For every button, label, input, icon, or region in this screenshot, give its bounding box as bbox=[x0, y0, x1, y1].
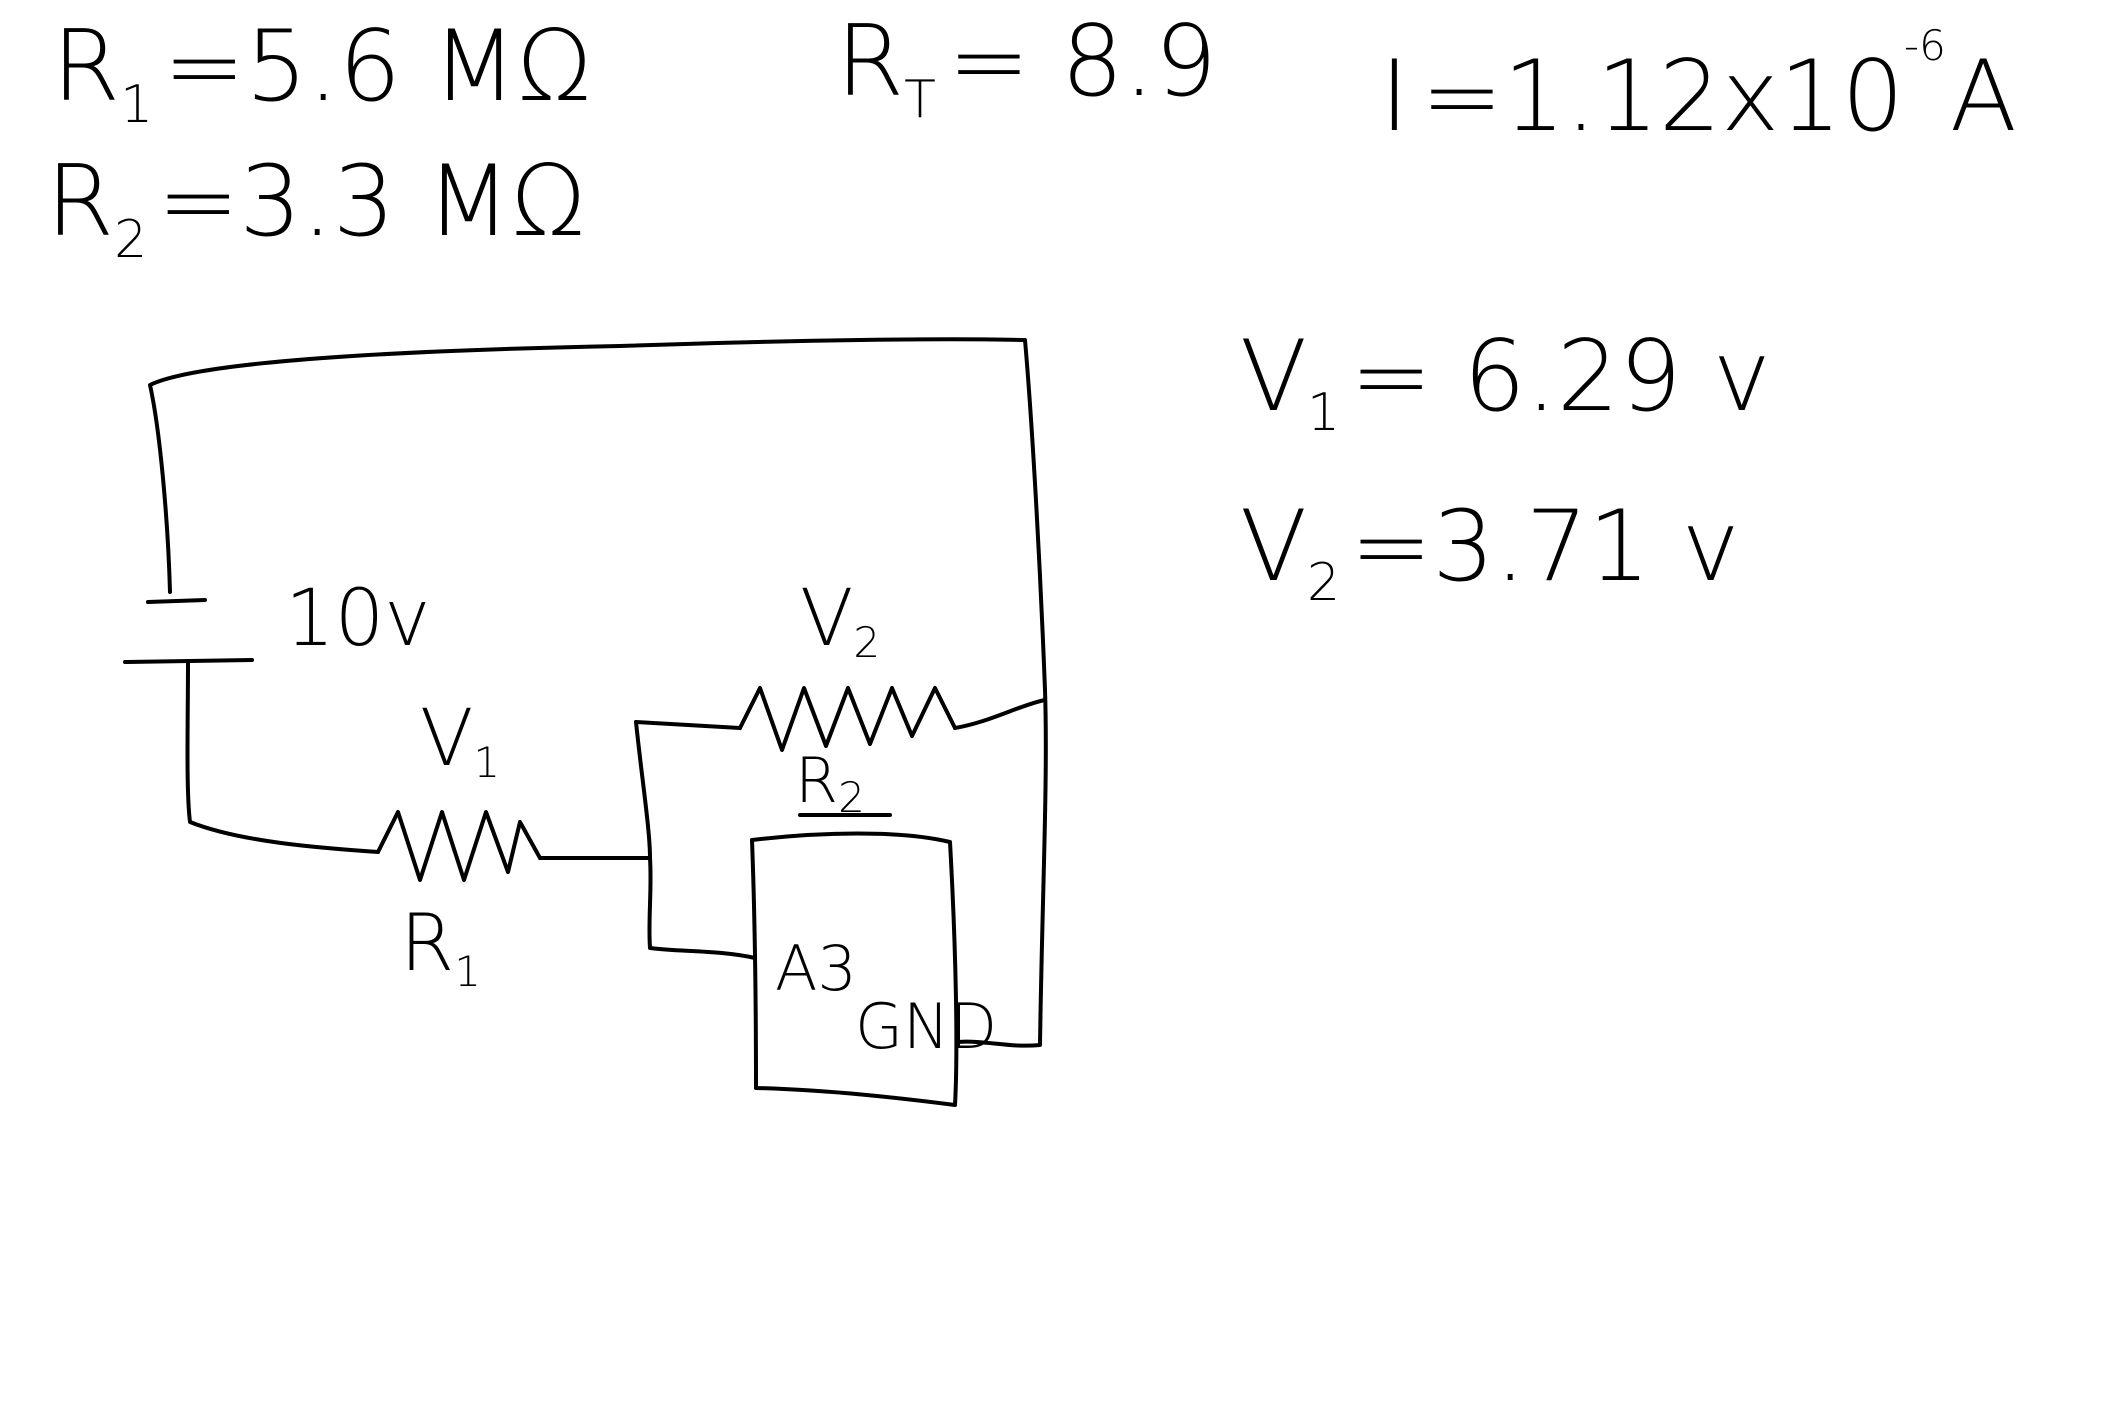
circuit-wiring bbox=[123, 337, 1048, 1048]
battery-positive-plate bbox=[146, 598, 207, 604]
svg-text:V2=3.71 v: V2 =3.71 v bbox=[1240, 490, 1740, 613]
r2-resistor bbox=[738, 686, 957, 752]
svg-text:V1: V1 bbox=[420, 694, 500, 787]
r2-value-label: R2 =3.3 MΩ bbox=[46, 145, 586, 270]
v2-result-label: V2 =3.71 v bbox=[1240, 490, 1740, 613]
r2-name-label: R2 bbox=[795, 744, 865, 822]
svg-text:V1= 6.29 v: V1 = 6.29 v bbox=[1240, 320, 1771, 443]
r1-value-label: R1 =5.6 MΩ bbox=[52, 10, 592, 135]
device-box bbox=[750, 831, 959, 1107]
svg-text:I=1.12x10-6A: I =1.12x10-6A bbox=[1380, 21, 2017, 154]
r2-voltage-label: V2 bbox=[800, 574, 880, 667]
top-wire bbox=[148, 337, 1047, 692]
svg-text:V2: V2 bbox=[800, 574, 880, 667]
r2-to-right-node-wire bbox=[953, 698, 1047, 730]
left-branch-wire bbox=[634, 720, 757, 960]
svg-text:R1: R1 bbox=[400, 899, 481, 996]
svg-text:R2=3.3 MΩ: R2 =3.3 MΩ bbox=[46, 145, 586, 270]
probe-ground-label: GND bbox=[855, 990, 997, 1063]
current-label: I =1.12x10-6A bbox=[1380, 21, 2017, 154]
measurement-device: A3 GND bbox=[750, 831, 997, 1107]
svg-text:R1=5.6 MΩ: R1 =5.6 MΩ bbox=[52, 10, 592, 135]
source-voltage-label: 10v bbox=[285, 574, 430, 664]
v1-result-label: V1 = 6.29 v bbox=[1240, 320, 1771, 443]
total-resistance-label: RT = 8.9 bbox=[836, 5, 1217, 130]
r1-resistor bbox=[376, 810, 542, 882]
node-to-r2-wire bbox=[634, 720, 742, 730]
svg-text:R2: R2 bbox=[795, 744, 865, 822]
probe-pin-label: A3 bbox=[775, 932, 857, 1005]
svg-text:RT= 8.9: RT = 8.9 bbox=[836, 5, 1217, 130]
r1-voltage-label: V1 bbox=[420, 694, 500, 787]
right-rail-wire bbox=[956, 688, 1048, 1048]
r1-name-label: R1 bbox=[400, 899, 481, 996]
battery-to-r1-wire bbox=[185, 660, 380, 854]
